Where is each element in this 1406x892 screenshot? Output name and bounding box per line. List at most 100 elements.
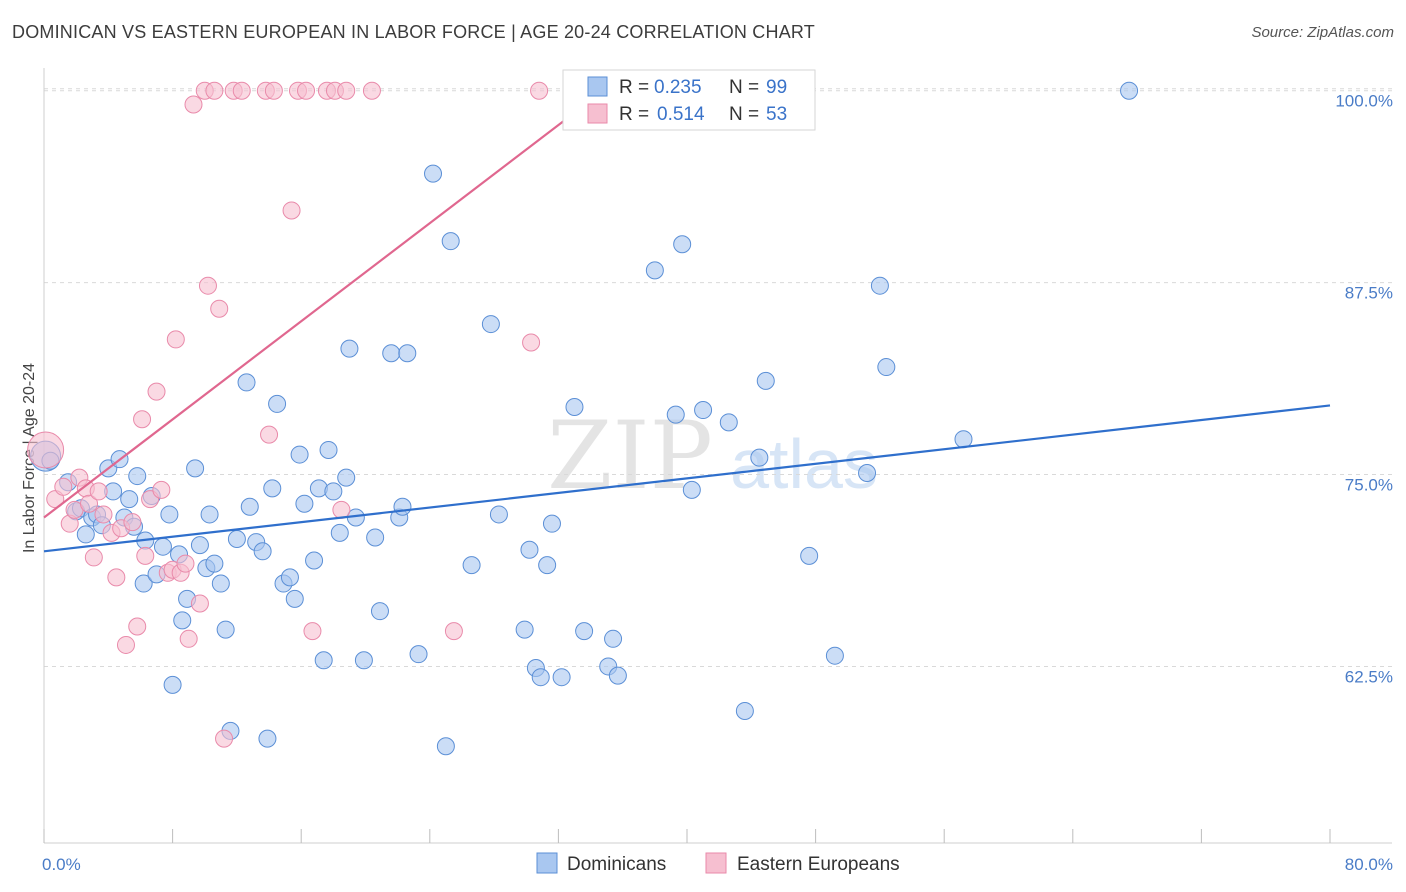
dominican-point: [398, 344, 417, 363]
series-eastern-europeans: [27, 81, 623, 748]
eastern-european-point: [116, 635, 135, 654]
dominican-point: [756, 371, 775, 390]
eastern-european-point: [260, 425, 279, 444]
dominican-point: [489, 505, 508, 524]
dominican-trend-line: [43, 404, 1331, 553]
bottom-legend-label-dominicans: Dominicans: [567, 854, 666, 875]
legend-n-label: N =: [729, 77, 759, 98]
dominican-point: [735, 701, 754, 720]
eastern-european-point: [264, 81, 283, 100]
eastern-european-trend-line: [43, 89, 605, 519]
eastern-european-point: [303, 622, 322, 641]
dominican-point: [870, 276, 889, 295]
eastern-european-point: [337, 81, 356, 100]
dominican-point: [515, 620, 534, 639]
dominican-point: [552, 668, 571, 687]
eastern-european-point: [179, 629, 198, 648]
dominican-point: [280, 568, 299, 587]
dominican-point: [531, 668, 550, 687]
dominican-point: [393, 497, 412, 516]
eastern-european-point: [190, 594, 209, 613]
dominican-point: [227, 530, 246, 549]
dominican-point: [954, 430, 973, 449]
dominican-point: [538, 556, 557, 575]
eastern-european-point: [166, 330, 185, 349]
dominican-point: [268, 394, 287, 413]
dominican-point: [370, 602, 389, 621]
dominican-point: [216, 620, 235, 639]
x-tick-label: 0.0%: [42, 855, 81, 874]
y-tick-labels: 100.0% 87.5% 75.0% 62.5%: [1335, 92, 1393, 687]
legend-n-label: N =: [729, 104, 759, 125]
chart-title: DOMINICAN VS EASTERN EUROPEAN IN LABOR F…: [12, 22, 815, 42]
eastern-european-point: [80, 494, 99, 513]
dominican-point: [575, 622, 594, 641]
legend-r-value-dominicans: 0.235: [654, 77, 702, 98]
eastern-european-point: [136, 546, 155, 565]
eastern-european-point: [94, 505, 113, 524]
watermark: ZIP atlas: [547, 402, 878, 511]
eastern-european-point: [210, 299, 229, 318]
eastern-european-point: [444, 622, 463, 641]
eastern-european-point: [215, 729, 234, 748]
y-tick-label: 87.5%: [1345, 284, 1393, 303]
dominican-point: [436, 737, 455, 756]
eastern-european-point: [152, 480, 171, 499]
dominican-point: [673, 235, 692, 254]
dominican-point: [324, 482, 343, 501]
eastern-european-point: [89, 482, 108, 501]
dominican-point: [682, 480, 701, 499]
dominican-point: [134, 574, 153, 593]
trend-lines: [43, 89, 1331, 553]
dominican-point: [542, 514, 561, 533]
dominican-point: [120, 490, 139, 509]
dominican-point: [382, 344, 401, 363]
dominican-point: [263, 479, 282, 498]
dominican-point: [173, 611, 192, 630]
bottom-legend-swatch-dominicans: [536, 852, 558, 874]
eastern-european-point: [123, 513, 142, 532]
eastern-european-point: [184, 95, 203, 114]
dominican-point: [694, 401, 713, 420]
dominican-point: [295, 494, 314, 513]
eastern-european-point: [128, 617, 147, 636]
eastern-european-point: [522, 333, 541, 352]
eastern-european-point: [530, 81, 549, 100]
x-tick-labels: 0.0% 80.0%: [42, 855, 1393, 874]
dominican-point: [441, 232, 460, 251]
dominican-point: [1120, 81, 1139, 100]
legend-r-label: R =: [619, 104, 649, 125]
legend-r-label: R =: [619, 77, 649, 98]
dominican-point: [314, 651, 333, 670]
eastern-european-point: [205, 81, 224, 100]
x-tick-label: 80.0%: [1345, 855, 1393, 874]
dominican-point: [354, 651, 373, 670]
eastern-european-point: [176, 554, 195, 573]
dominican-point: [76, 525, 95, 544]
bottom-legend-label-eastern-europeans: Eastern Europeans: [737, 854, 900, 875]
dominican-point: [645, 261, 664, 280]
dominican-point: [424, 164, 443, 183]
eastern-european-point: [107, 568, 126, 587]
eastern-european-point: [362, 81, 381, 100]
dominican-point: [337, 468, 356, 487]
axes: [43, 68, 1392, 844]
dominican-point: [481, 315, 500, 334]
legend-swatch-eastern-europeans: [587, 103, 608, 124]
dominican-point: [520, 540, 539, 559]
dominican-point: [604, 629, 623, 648]
dominican-point: [290, 445, 309, 464]
dominican-point: [409, 645, 428, 664]
dominican-point: [340, 339, 359, 358]
eastern-european-point: [133, 410, 152, 429]
dominican-point: [462, 556, 481, 575]
dominican-point: [366, 528, 385, 547]
dominican-point: [285, 589, 304, 608]
dominican-point: [200, 505, 219, 524]
dominican-point: [800, 546, 819, 565]
dominican-point: [719, 413, 738, 432]
dominican-point: [258, 729, 277, 748]
eastern-european-point: [198, 276, 217, 295]
y-tick-label: 75.0%: [1345, 476, 1393, 495]
